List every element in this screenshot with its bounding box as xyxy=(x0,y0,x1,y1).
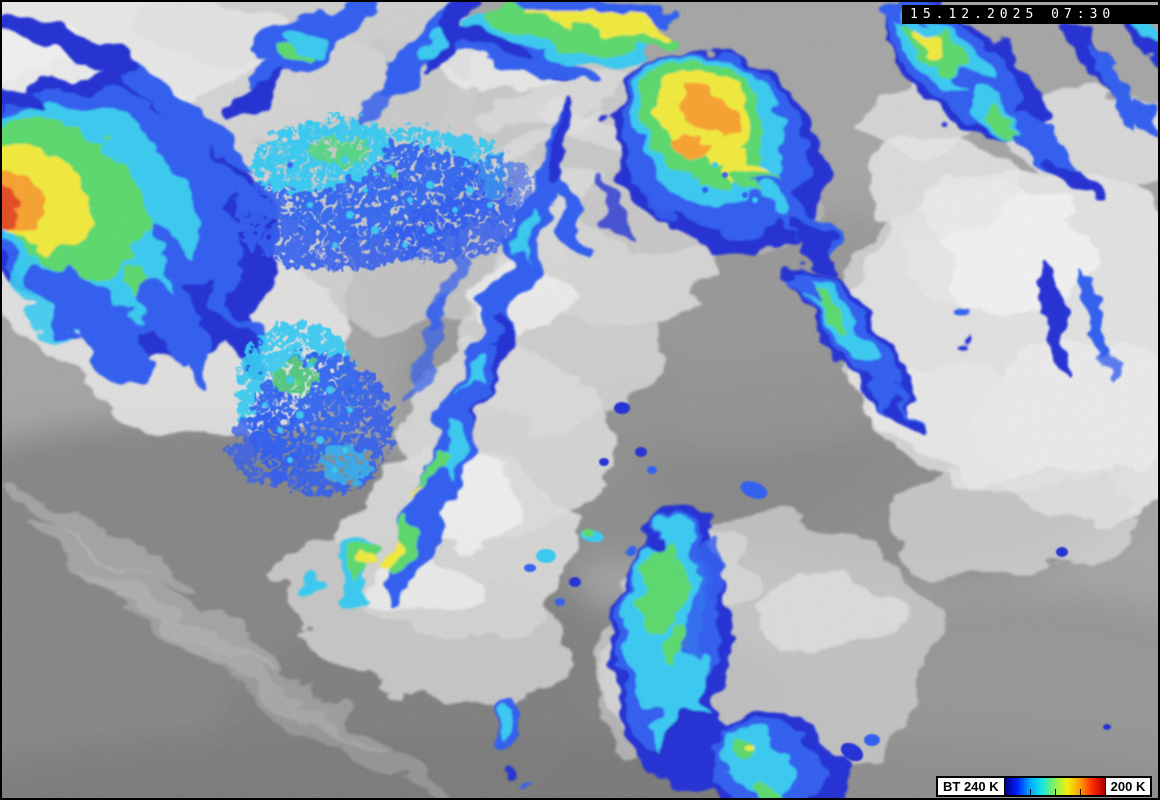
colorbar-tick xyxy=(1029,789,1031,795)
colorbar-legend: BT 240 K 200 K xyxy=(936,776,1153,797)
colorbar-gradient xyxy=(1003,778,1106,795)
colorbar-right-label: 200 K xyxy=(1110,779,1146,794)
colorbar-tick xyxy=(1079,789,1081,795)
timestamp-overlay: 15.12.2025 07:30 xyxy=(902,5,1158,24)
colorbar-tick xyxy=(1054,789,1056,795)
timestamp-text: 15.12.2025 07:30 xyxy=(910,7,1116,22)
colorbar-left-label: BT 240 K xyxy=(943,779,999,794)
